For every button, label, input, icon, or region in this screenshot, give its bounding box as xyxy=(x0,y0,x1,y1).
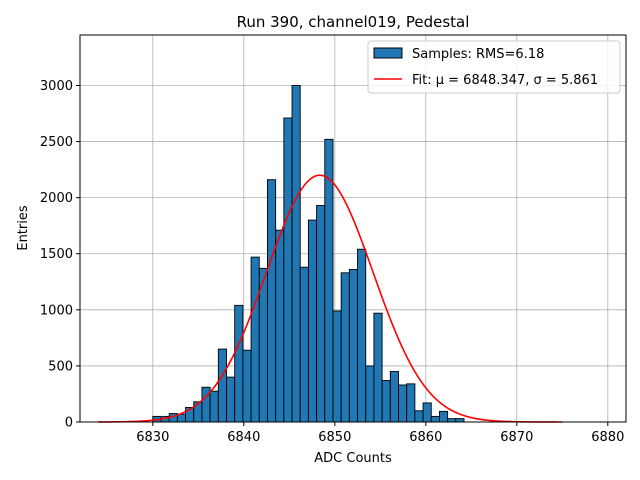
legend-box xyxy=(367,40,621,94)
legend-histogram-label: Samples: RMS=6.18 xyxy=(412,47,544,62)
histogram-bar xyxy=(447,418,457,423)
y-axis-ticks: 0 500 1000 1500 2000 2500 3000 xyxy=(40,79,80,431)
histogram-bars xyxy=(152,85,465,423)
y-tick-label: 3000 xyxy=(40,79,73,94)
histogram-bar xyxy=(234,304,244,423)
histogram-bar xyxy=(373,312,383,423)
histogram-bar xyxy=(250,256,260,423)
histogram-bar xyxy=(439,410,449,423)
chart-title: Run 390, channel019, Pedestal xyxy=(237,13,470,31)
histogram-bar xyxy=(275,229,285,423)
histogram-bar xyxy=(283,117,293,423)
histogram-bar xyxy=(299,266,309,423)
x-tick-label: 6840 xyxy=(227,430,260,445)
y-tick-label: 0 xyxy=(65,416,73,431)
x-tick-label: 6870 xyxy=(500,430,533,445)
histogram-bar xyxy=(291,85,301,423)
fit-curve-line xyxy=(98,174,563,423)
x-axis-label: ADC Counts xyxy=(314,451,392,466)
legend: Samples: RMS=6.18 Fit: μ = 6848.347, σ =… xyxy=(367,40,621,94)
histogram-bar xyxy=(430,415,440,423)
histogram-bar xyxy=(242,349,252,423)
histogram-bar xyxy=(414,410,424,423)
histogram-bar xyxy=(209,390,219,423)
legend-fit-label: Fit: μ = 6848.347, σ = 5.861 xyxy=(412,73,598,88)
histogram-bar xyxy=(226,376,236,423)
histogram-bar xyxy=(455,418,465,423)
histogram-bar xyxy=(381,380,391,423)
histogram-bar xyxy=(267,179,277,423)
histogram-bar xyxy=(422,402,432,423)
y-tick-label: 500 xyxy=(48,359,73,374)
histogram-bar xyxy=(307,219,318,423)
histogram-bar xyxy=(316,205,326,423)
y-tick-label: 2500 xyxy=(40,135,73,150)
histogram-bar xyxy=(398,384,408,423)
histogram-bar xyxy=(340,272,350,423)
histogram-bar xyxy=(332,310,342,423)
plot-frame xyxy=(79,34,627,423)
histogram-bar xyxy=(357,248,367,423)
histogram-bar xyxy=(406,383,416,423)
fit-curve xyxy=(98,174,563,423)
histogram-bar xyxy=(217,348,227,423)
grid-lines xyxy=(80,35,626,423)
x-tick-label: 6830 xyxy=(136,430,169,445)
x-tick-label: 6880 xyxy=(591,430,624,445)
x-axis-ticks: 6830 6840 6850 6860 6870 6880 xyxy=(136,422,624,445)
y-tick-label: 1500 xyxy=(40,247,73,262)
y-tick-label: 2000 xyxy=(40,191,73,206)
histogram-bar xyxy=(389,371,399,423)
x-tick-label: 6860 xyxy=(409,430,442,445)
y-axis-label: Entries xyxy=(16,205,31,251)
x-tick-label: 6850 xyxy=(318,430,351,445)
legend-histogram-swatch xyxy=(373,47,403,59)
histogram-bar xyxy=(258,267,268,423)
histogram-bar xyxy=(365,365,375,423)
y-tick-label: 1000 xyxy=(40,303,73,318)
histogram-bar xyxy=(348,268,358,423)
